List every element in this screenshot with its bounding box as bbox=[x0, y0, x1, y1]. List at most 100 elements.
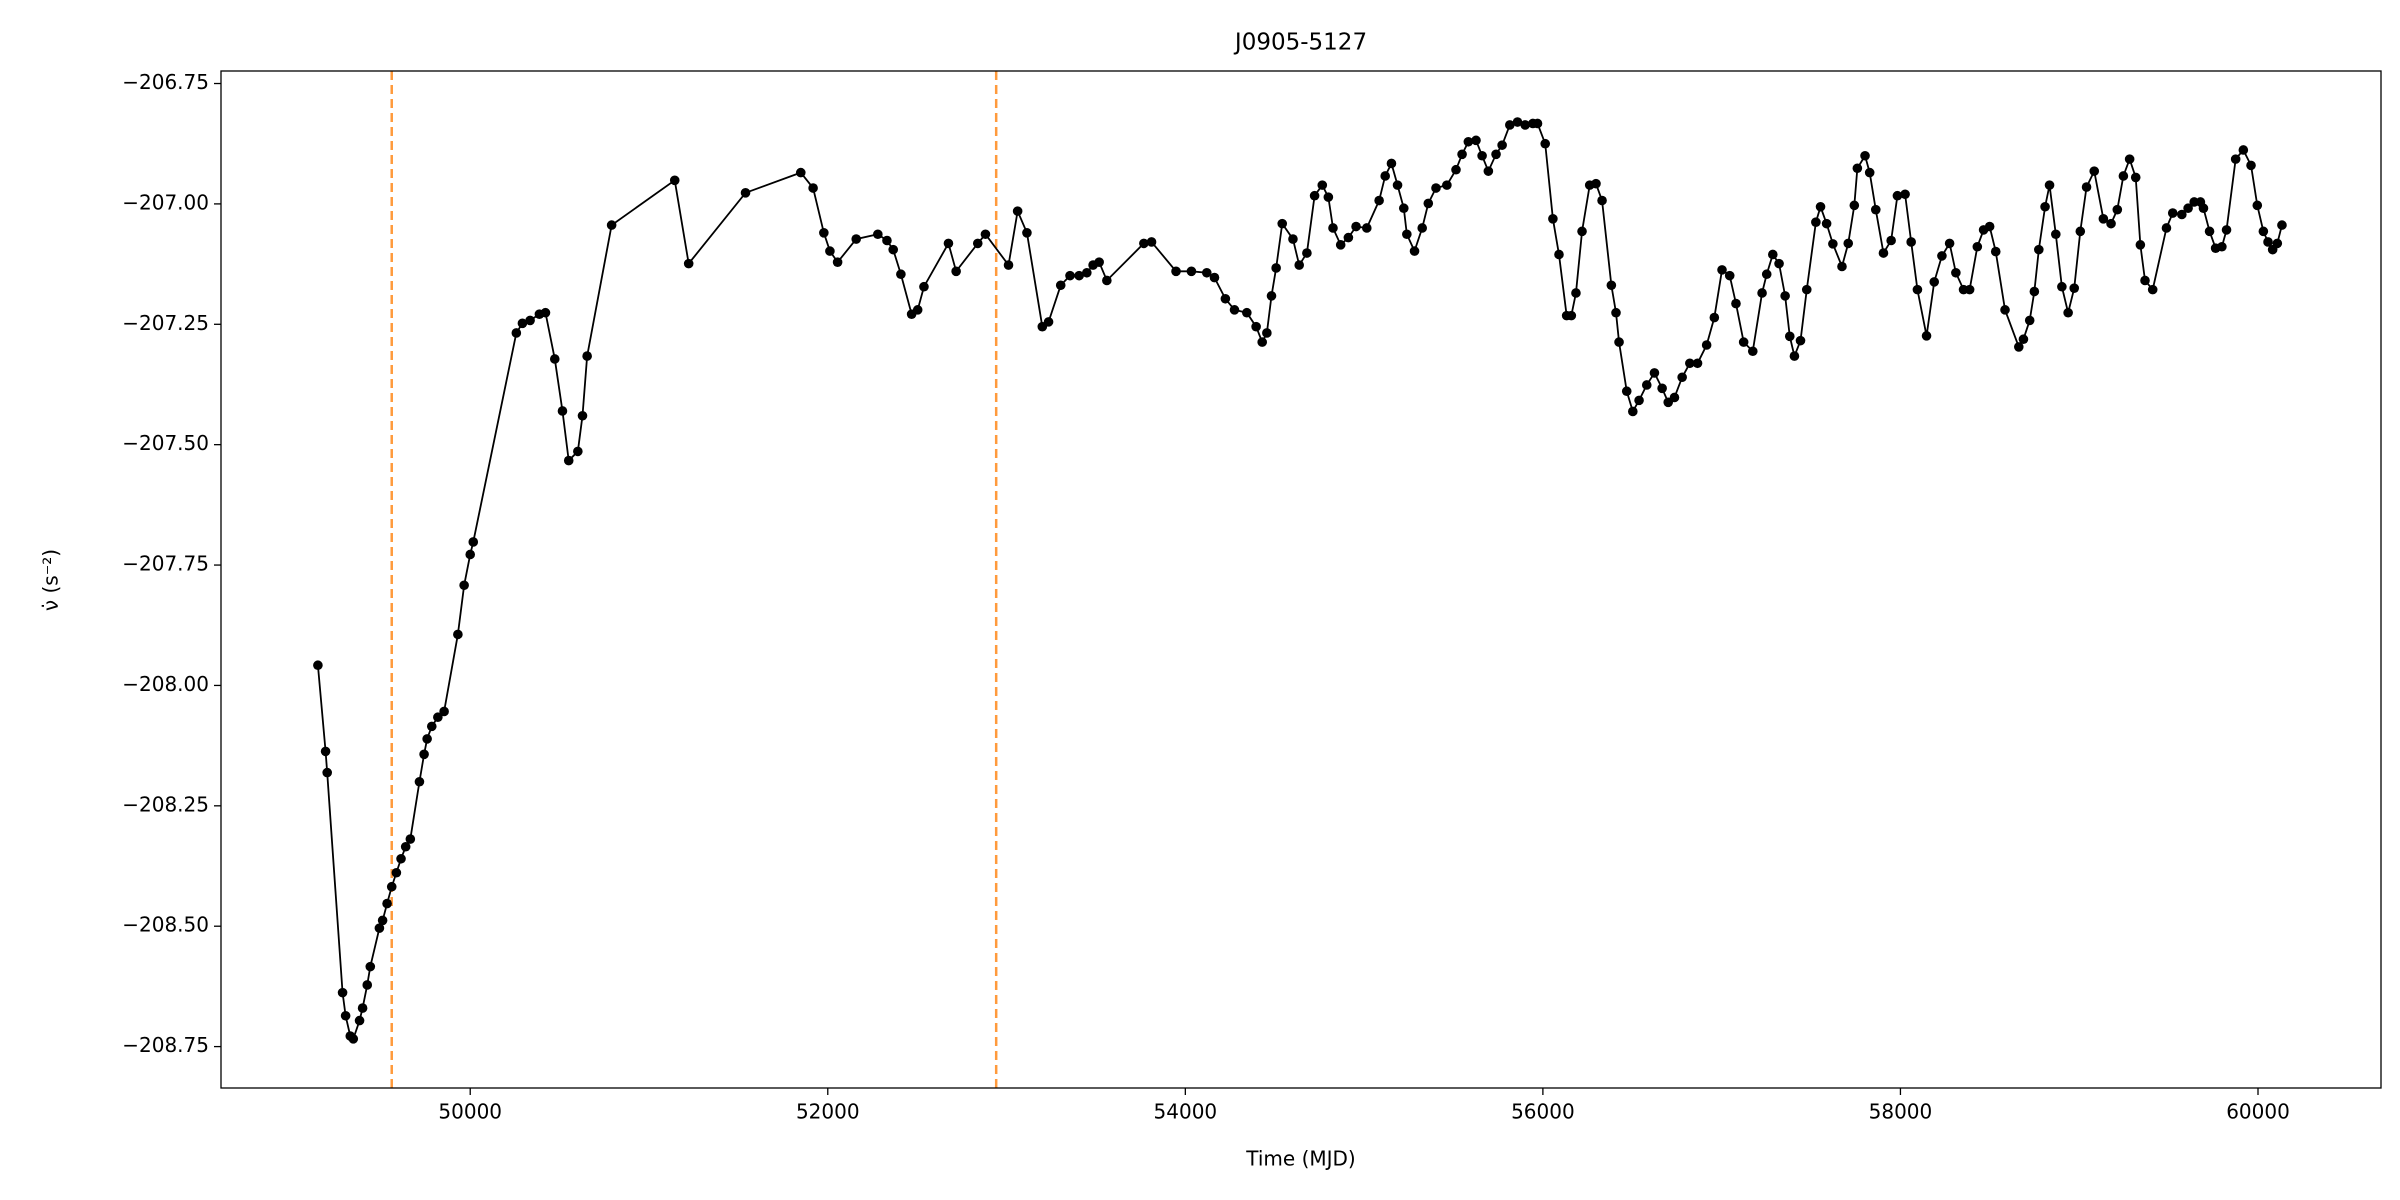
data-point bbox=[439, 706, 449, 717]
data-point bbox=[340, 1010, 351, 1021]
data-point bbox=[1886, 235, 1896, 246]
data-point bbox=[1591, 178, 1601, 189]
data-point bbox=[1351, 221, 1361, 232]
data-point bbox=[1990, 246, 2001, 257]
data-point bbox=[517, 318, 528, 329]
data-point bbox=[1724, 270, 1735, 281]
chart-title: J0905-5127 bbox=[1233, 30, 1367, 56]
data-point bbox=[1242, 307, 1252, 318]
data-point bbox=[377, 915, 388, 926]
data-point bbox=[1491, 149, 1501, 160]
data-point bbox=[2106, 218, 2116, 229]
data-point bbox=[1022, 227, 1032, 238]
data-point bbox=[1860, 150, 1870, 161]
data-point bbox=[2147, 284, 2158, 295]
x-tick-label: 60000 bbox=[2226, 1100, 2290, 1124]
data-point bbox=[1870, 204, 1881, 215]
data-point bbox=[1548, 214, 1558, 224]
x-tick-label: 50000 bbox=[438, 1100, 502, 1124]
data-point bbox=[1288, 234, 1298, 244]
data-point bbox=[1984, 221, 1995, 232]
data-point bbox=[2013, 342, 2024, 352]
data-point bbox=[2130, 172, 2141, 183]
y-tick-label: −208.50 bbox=[122, 913, 209, 937]
data-point bbox=[2024, 315, 2035, 326]
data-point bbox=[1864, 167, 1875, 178]
data-point bbox=[1201, 267, 1212, 278]
data-point bbox=[1717, 265, 1727, 275]
data-point bbox=[1701, 340, 1712, 350]
data-point bbox=[606, 220, 617, 230]
data-point bbox=[1709, 312, 1720, 323]
data-point bbox=[1767, 249, 1778, 260]
data-point bbox=[1677, 372, 1687, 383]
data-point bbox=[2161, 223, 2172, 233]
y-tick-label: −208.25 bbox=[122, 792, 209, 816]
data-point bbox=[2246, 160, 2256, 171]
data-point bbox=[1951, 267, 1961, 278]
data-point bbox=[2057, 281, 2067, 292]
data-point bbox=[1577, 226, 1587, 237]
data-point bbox=[2112, 204, 2123, 215]
data-point bbox=[1972, 241, 1983, 252]
data-point bbox=[577, 410, 588, 421]
data-point bbox=[2135, 240, 2146, 250]
data-point bbox=[1566, 310, 1577, 321]
data-point bbox=[1477, 150, 1487, 161]
data-point bbox=[888, 244, 899, 255]
data-point bbox=[322, 767, 332, 778]
y-axis-label: ν̇ (s⁻²) bbox=[39, 549, 63, 611]
data-point bbox=[400, 841, 411, 852]
data-point bbox=[825, 246, 835, 256]
data-point bbox=[1614, 337, 1624, 347]
data-point bbox=[1457, 149, 1467, 160]
data-point bbox=[882, 235, 892, 246]
data-point bbox=[1309, 190, 1320, 201]
data-point bbox=[422, 734, 432, 744]
data-point bbox=[912, 305, 923, 315]
data-point bbox=[2167, 208, 2178, 218]
data-point bbox=[832, 257, 843, 267]
data-point bbox=[1082, 267, 1092, 278]
data-point bbox=[1323, 192, 1334, 202]
data-point bbox=[396, 853, 406, 864]
data-point bbox=[1266, 291, 1277, 301]
data-point bbox=[1271, 263, 1281, 273]
y-tick-label: −207.50 bbox=[122, 431, 209, 455]
data-point bbox=[1669, 392, 1680, 403]
data-point bbox=[1139, 238, 1149, 249]
data-point bbox=[1692, 358, 1703, 369]
data-point bbox=[426, 721, 437, 732]
data-point bbox=[1442, 180, 1452, 190]
data-point bbox=[1900, 189, 1910, 200]
data-point bbox=[2034, 244, 2044, 255]
data-point bbox=[669, 175, 680, 186]
data-point bbox=[468, 537, 479, 547]
data-point bbox=[1937, 251, 1947, 261]
data-point bbox=[414, 776, 425, 787]
data-point bbox=[1012, 206, 1023, 216]
data-point bbox=[1317, 180, 1328, 190]
data-point bbox=[1102, 275, 1112, 286]
data-point bbox=[1929, 277, 1940, 287]
data-point bbox=[1483, 166, 1494, 176]
data-point bbox=[573, 446, 583, 457]
data-point bbox=[549, 354, 560, 364]
data-point bbox=[313, 660, 323, 671]
data-point bbox=[1417, 223, 1428, 233]
y-tick-label: −208.00 bbox=[122, 672, 209, 696]
data-point bbox=[1398, 203, 1409, 214]
data-point bbox=[1789, 351, 1800, 361]
data-point bbox=[2000, 305, 2010, 315]
data-point bbox=[1262, 328, 1272, 338]
data-point bbox=[1302, 248, 1312, 258]
data-point bbox=[348, 1034, 359, 1044]
y-tick-label: −208.75 bbox=[122, 1033, 209, 1057]
data-point bbox=[1343, 232, 1354, 243]
x-axis-label: Time (MJD) bbox=[1245, 1147, 1355, 1171]
data-point bbox=[1795, 335, 1806, 346]
data-point bbox=[1220, 293, 1231, 304]
data-point bbox=[1811, 217, 1821, 228]
data-point bbox=[563, 455, 574, 466]
